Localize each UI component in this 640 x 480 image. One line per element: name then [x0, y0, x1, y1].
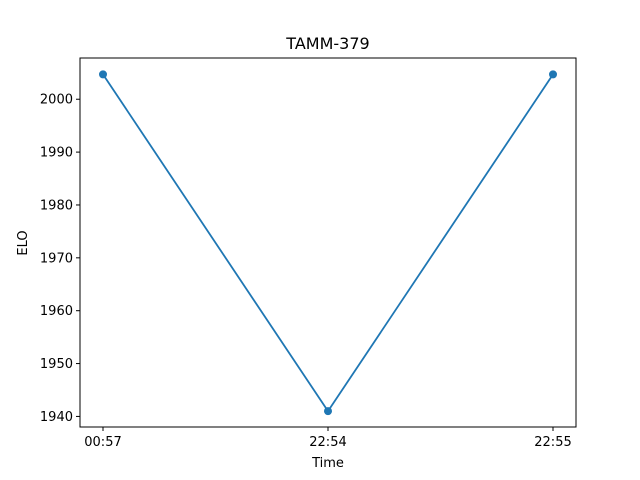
- data-point: [99, 70, 107, 79]
- y-tick-label: 1960: [40, 304, 73, 319]
- plot-area: 1940 1950 1960 1970 1980 1990 2000 00:57 22:54 22…: [40, 70, 572, 450]
- x-tick-label: 00:57: [84, 435, 121, 450]
- x-tick-label: 22:54: [309, 435, 346, 450]
- y-tick-label: 1980: [40, 198, 73, 213]
- y-axis-label: ELO: [16, 230, 31, 255]
- y-tick-label: 1950: [40, 357, 73, 372]
- data-point: [324, 407, 332, 416]
- y-tick-label: 1990: [40, 146, 73, 161]
- y-tick-label: 1970: [40, 251, 73, 266]
- chart-title: TAMM-379: [285, 34, 369, 53]
- x-tick-label: 22:55: [534, 435, 571, 450]
- y-tick-label: 2000: [40, 93, 73, 108]
- x-axis-label: Time: [311, 456, 344, 471]
- data-point: [549, 70, 557, 79]
- y-tick-label: 1940: [40, 410, 73, 425]
- plot-frame: [79, 57, 577, 428]
